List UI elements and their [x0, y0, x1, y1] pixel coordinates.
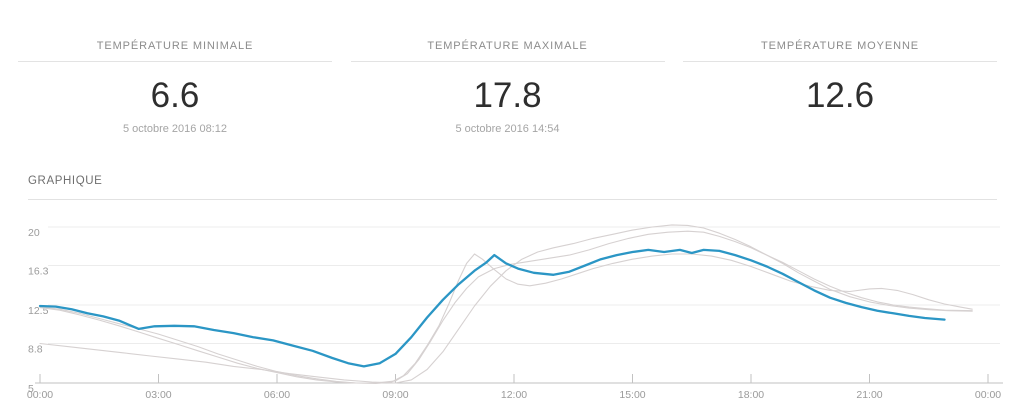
- stat-divider: [350, 61, 665, 62]
- stats-row: TEMPÉRATURE MINIMALE 6.6 5 octobre 2016 …: [0, 0, 1024, 136]
- stat-date-maximale: 5 octobre 2016 14:54: [455, 123, 560, 135]
- stat-card-temperature-moyenne: TEMPÉRATURE MOYENNE 12.6: [683, 0, 997, 136]
- svg-text:03:00: 03:00: [145, 389, 171, 401]
- svg-text:15:00: 15:00: [619, 389, 645, 401]
- svg-text:09:00: 09:00: [382, 389, 408, 401]
- svg-text:12:00: 12:00: [501, 389, 527, 401]
- svg-text:21:00: 21:00: [856, 389, 882, 401]
- graph-section-divider: [28, 199, 997, 200]
- svg-text:06:00: 06:00: [264, 389, 290, 401]
- stat-title-minimale: TEMPÉRATURE MINIMALE: [96, 40, 254, 52]
- graph-section-title: GRAPHIQUE: [28, 175, 103, 187]
- stat-divider: [683, 61, 997, 62]
- stat-title-moyenne: TEMPÉRATURE MOYENNE: [760, 40, 920, 52]
- svg-text:18:00: 18:00: [738, 389, 764, 401]
- stat-title-maximale: TEMPÉRATURE MAXIMALE: [427, 40, 588, 52]
- stat-value-maximale: 17.8: [473, 76, 542, 115]
- svg-text:5: 5: [28, 383, 34, 395]
- svg-text:00:00: 00:00: [27, 389, 53, 401]
- stat-divider: [18, 61, 332, 62]
- stat-date-minimale: 5 octobre 2016 08:12: [123, 123, 227, 135]
- svg-text:00:00: 00:00: [975, 389, 1001, 401]
- stat-value-minimale: 6.6: [150, 76, 200, 115]
- stat-card-temperature-maximale: TEMPÉRATURE MAXIMALE 17.8 5 octobre 2016…: [350, 0, 665, 136]
- svg-text:16.3: 16.3: [28, 265, 49, 277]
- stat-card-temperature-minimale: TEMPÉRATURE MINIMALE 6.6 5 octobre 2016 …: [18, 0, 332, 136]
- svg-text:20: 20: [28, 227, 40, 239]
- svg-text:8.8: 8.8: [28, 343, 43, 355]
- stat-value-moyenne: 12.6: [805, 76, 875, 115]
